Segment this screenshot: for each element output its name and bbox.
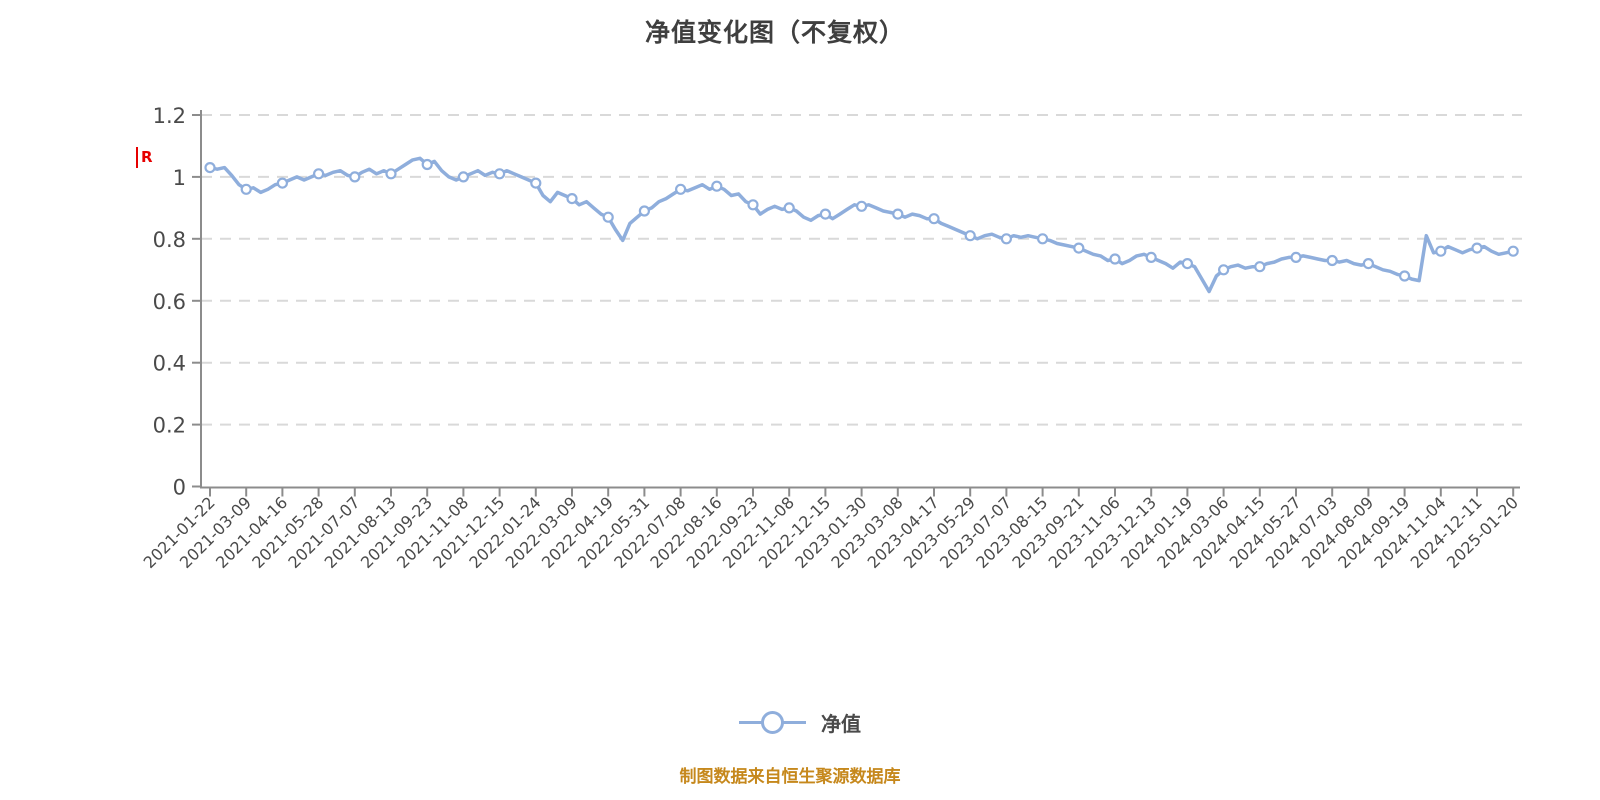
data-point-marker[interactable] (421, 158, 433, 171)
x-axis-labels: 2021-01-222021-03-092021-04-162021-05-28… (140, 487, 1522, 572)
legend-series-label: 净值 (821, 712, 861, 736)
data-point-marker[interactable] (530, 177, 542, 189)
data-point-marker[interactable] (494, 168, 506, 180)
y-axis-labels: 0 0.2 0.4 0.6 0.8 1 1.2 (153, 104, 201, 500)
data-point-marker[interactable] (1073, 242, 1085, 254)
chart-title: 净值变化图（不复权） (644, 18, 905, 47)
data-point-marker[interactable] (1471, 242, 1483, 254)
data-point-marker[interactable] (566, 193, 578, 205)
legend-line-left-segment (739, 721, 762, 724)
data-point-marker[interactable] (674, 183, 687, 195)
data-point-marker[interactable] (1326, 254, 1338, 267)
netvalue-line (208, 156, 1515, 294)
data-point-marker[interactable] (1290, 251, 1302, 263)
data-point-marker[interactable] (1109, 253, 1121, 265)
gridlines (201, 114, 1522, 426)
data-point-marker[interactable] (276, 177, 288, 189)
data-point-marker[interactable] (1000, 233, 1013, 245)
netvalue-markers (204, 158, 1519, 282)
data-point-marker[interactable] (457, 171, 469, 183)
data-point-marker[interactable] (1254, 261, 1266, 273)
data-point-marker[interactable] (747, 199, 759, 211)
axes (200, 110, 1520, 489)
legend-line-right-segment (783, 721, 806, 724)
data-point-marker[interactable] (928, 213, 940, 225)
data-point-marker[interactable] (855, 200, 868, 212)
data-point-marker[interactable] (783, 202, 795, 214)
data-point-marker[interactable] (819, 208, 832, 220)
data-point-marker[interactable] (313, 168, 325, 180)
red-flag-marker: R (136, 147, 153, 168)
data-point-marker[interactable] (892, 208, 904, 220)
data-point-marker[interactable] (1435, 245, 1447, 257)
data-point-marker[interactable] (1398, 270, 1411, 282)
data-point-marker[interactable] (204, 162, 216, 174)
data-point-marker[interactable] (1507, 245, 1519, 257)
y-tick-label: 1 (173, 166, 186, 190)
legend-marker-dot (761, 711, 784, 734)
data-point-marker[interactable] (1217, 264, 1230, 276)
data-point-marker[interactable] (1036, 233, 1049, 245)
data-source-note: 制图数据来自恒生聚源数据库 (679, 767, 901, 787)
data-point-marker[interactable] (1145, 251, 1157, 263)
data-point-marker[interactable] (240, 183, 252, 195)
y-tick-label: 0.2 (153, 414, 186, 438)
data-point-marker[interactable] (964, 230, 976, 242)
legend[interactable]: 净值 (0, 708, 1600, 737)
data-point-marker[interactable] (711, 180, 723, 192)
y-tick-label: 0.8 (153, 228, 186, 252)
data-point-marker[interactable] (638, 205, 651, 217)
y-tick-label: 1.2 (153, 104, 186, 128)
data-point-marker[interactable] (1181, 258, 1194, 270)
y-tick-label: 0.4 (153, 352, 186, 376)
data-point-marker[interactable] (1362, 258, 1375, 270)
data-point-marker[interactable] (349, 171, 361, 183)
y-tick-label: 0 (173, 476, 186, 500)
y-tick-label: 0.6 (153, 290, 186, 314)
data-point-marker[interactable] (602, 211, 614, 223)
data-point-marker[interactable] (385, 168, 397, 180)
